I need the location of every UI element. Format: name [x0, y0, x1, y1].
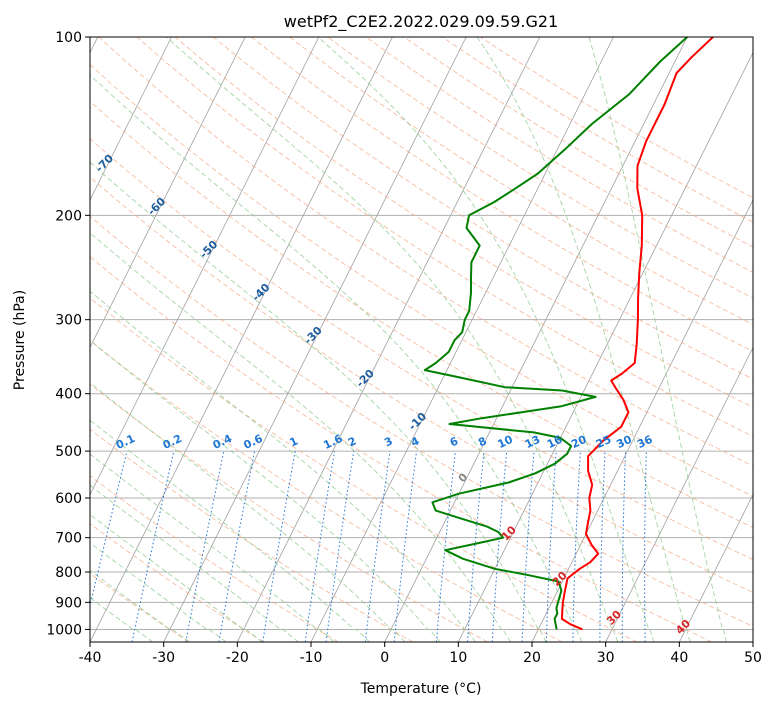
isotherm-line: [678, 493, 753, 642]
dry-adiabat-line: [90, 297, 638, 642]
y-tick-label: 200: [55, 208, 82, 224]
y-axis-label: Pressure (hPa): [12, 290, 28, 390]
y-tick-label: 500: [55, 444, 82, 460]
dry-adiabat-line: [250, 37, 753, 352]
mixing-ratio-label: 13: [523, 433, 542, 451]
x-tick-label: 30: [597, 650, 615, 666]
mixing-ratio-line: [304, 451, 335, 642]
x-tick-label: -40: [79, 650, 102, 666]
y-tick-label: 700: [55, 531, 82, 547]
isotherm-line: [384, 37, 688, 642]
isotherm-line: [90, 37, 393, 642]
isotherm-line: [531, 199, 753, 642]
dry-adiabat-line: [90, 63, 753, 497]
dry-adiabat-line: [90, 100, 753, 529]
mixing-ratio-label: 25: [594, 433, 613, 451]
dry-adiabat-line: [90, 475, 339, 642]
chart-title: wetPf2_C2E2.2022.029.09.59.G21: [284, 12, 558, 32]
x-tick-label: 50: [744, 650, 762, 666]
y-tick-label: 100: [55, 30, 82, 46]
moist-adiabat-line: [166, 37, 619, 642]
moist-adiabat-line: [317, 37, 655, 642]
x-tick-label: 10: [449, 650, 467, 666]
isotherm-line: [457, 51, 753, 642]
profile-lines: [423, 37, 714, 631]
moist-adiabat-line: [90, 339, 441, 642]
dry-adiabat-line: [90, 215, 753, 628]
dry-adiabat-line: [326, 37, 753, 299]
axes: -40 -30 -20 -10 0 10 20 30 40 50 1000 900 800 700 600 5…: [46, 30, 762, 666]
mixing-ratio-label: 36: [635, 433, 655, 451]
moist-adiabat-line: [90, 290, 476, 642]
x-tick-label: 20: [523, 650, 541, 666]
dry-adiabat-line: [90, 339, 563, 642]
moist-adiabat-line: [90, 232, 512, 642]
mixing-ratio-line: [364, 451, 391, 642]
isotherm-line: [605, 346, 753, 642]
isotherm-line: [90, 37, 172, 201]
moist-adiabat-line: [90, 484, 299, 642]
mixing-ratio-line: [393, 451, 418, 642]
moist-adiabat-line: [588, 37, 727, 642]
mixing-ratio-line: [90, 450, 128, 609]
mixing-ratio-line: [325, 451, 355, 642]
dry-adiabat-line: [90, 428, 414, 642]
dry-adiabat-line: [212, 37, 753, 380]
y-tick-label: 800: [55, 565, 82, 581]
isotherm-line: [310, 37, 614, 642]
isotherm-line: [90, 37, 246, 349]
y-tick-label: 900: [55, 595, 82, 611]
moist-adiabat-line: [90, 161, 547, 642]
moist-adiabat-line: [90, 453, 335, 642]
dry-adiabat-line: [90, 176, 753, 594]
dry-adiabat-line: [90, 256, 712, 642]
y-tick-label: 300: [55, 313, 82, 329]
x-axis-label: Temperature (°C): [360, 681, 482, 697]
x-tick-label: 0: [380, 650, 389, 666]
dry-adiabat-line: [90, 383, 488, 642]
y-tick-label: 400: [55, 387, 82, 403]
moist-adiabat-line: [476, 37, 691, 642]
mixing-ratio-line: [467, 451, 485, 642]
mixing-ratio-line: [435, 451, 456, 642]
mixing-ratio-line: [131, 450, 175, 642]
moist-adiabat-line: [90, 382, 406, 642]
y-tick-label: 1000: [46, 622, 82, 638]
background-lines: [90, 37, 753, 642]
mixing-ratio-label: 20: [569, 433, 589, 451]
dry-adiabat-line: [288, 37, 753, 325]
mixing-ratio-label: 10: [496, 433, 516, 451]
isotherm-line: [236, 37, 541, 642]
x-tick-label: -20: [226, 650, 249, 666]
dewpoint-line: [423, 37, 688, 630]
plot-frame: [89, 36, 754, 643]
x-tick-label: -30: [152, 650, 175, 666]
isotherm-line: [90, 37, 320, 496]
x-tick-label: -10: [300, 650, 323, 666]
mixing-ratio-label: 16: [545, 433, 565, 451]
mixing-ratio-label: 30: [614, 433, 634, 451]
moist-adiabat-line: [90, 74, 583, 642]
x-tick-label: 40: [670, 650, 688, 666]
isotherm-line: [163, 37, 467, 642]
temperature-line: [560, 37, 714, 631]
y-tick-label: 600: [55, 491, 82, 507]
dry-adiabat-line: [90, 572, 190, 642]
